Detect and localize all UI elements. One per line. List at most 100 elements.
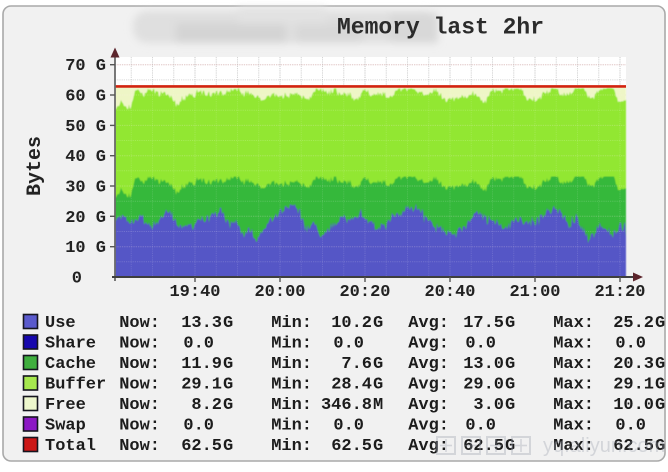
- svg-text:G: G: [223, 437, 233, 456]
- svg-text:M: M: [373, 396, 383, 415]
- svg-text:Now:: Now:: [119, 396, 160, 415]
- svg-text:0.0: 0.0: [615, 417, 646, 436]
- svg-text:G: G: [223, 355, 233, 374]
- svg-text:62.5: 62.5: [331, 437, 372, 456]
- svg-text:10 G: 10 G: [65, 239, 106, 258]
- svg-text:G: G: [223, 376, 233, 395]
- svg-text:Avg:: Avg:: [408, 437, 449, 456]
- svg-text:28.4: 28.4: [331, 376, 372, 395]
- svg-text:0.0: 0.0: [465, 417, 496, 436]
- svg-text:62.5: 62.5: [463, 437, 504, 456]
- svg-text:Max:: Max:: [553, 335, 594, 354]
- svg-text:Avg:: Avg:: [408, 376, 449, 395]
- svg-text:20.3: 20.3: [613, 355, 654, 374]
- svg-text:8.2: 8.2: [191, 396, 222, 415]
- svg-text:Bytes: Bytes: [24, 136, 47, 196]
- svg-text:40 G: 40 G: [65, 148, 106, 167]
- svg-text:G: G: [373, 314, 383, 333]
- svg-text:Min:: Min:: [271, 437, 312, 456]
- svg-text:G: G: [655, 355, 665, 374]
- svg-text:Now:: Now:: [119, 314, 160, 333]
- svg-text:20 G: 20 G: [65, 209, 106, 228]
- svg-text:7.6: 7.6: [341, 355, 372, 374]
- svg-text:13.0: 13.0: [463, 355, 504, 374]
- svg-text:0.0: 0.0: [183, 335, 214, 354]
- svg-text:G: G: [505, 355, 515, 374]
- svg-text:G: G: [505, 437, 515, 456]
- svg-text:G: G: [373, 376, 383, 395]
- svg-text:G: G: [505, 314, 515, 333]
- svg-text:Min:: Min:: [271, 335, 312, 354]
- svg-text:11.9: 11.9: [181, 355, 222, 374]
- svg-text:G: G: [655, 437, 665, 456]
- svg-text:20:00: 20:00: [254, 283, 305, 302]
- svg-text:G: G: [655, 314, 665, 333]
- svg-text:Min:: Min:: [271, 396, 312, 415]
- svg-text:10.2: 10.2: [331, 314, 372, 333]
- svg-text:17.5: 17.5: [463, 314, 504, 333]
- svg-text:20:20: 20:20: [339, 283, 390, 302]
- svg-text:25.2: 25.2: [613, 314, 654, 333]
- svg-text:Avg:: Avg:: [408, 355, 449, 374]
- svg-text:Swap: Swap: [45, 417, 86, 436]
- svg-text:Now:: Now:: [119, 335, 160, 354]
- svg-text:G: G: [505, 396, 515, 415]
- svg-text:29.1: 29.1: [181, 376, 222, 395]
- svg-text:Now:: Now:: [119, 376, 160, 395]
- svg-text:70 G: 70 G: [65, 57, 106, 76]
- svg-text:Min:: Min:: [271, 355, 312, 374]
- svg-text:10.0: 10.0: [613, 396, 654, 415]
- svg-text:Max:: Max:: [553, 355, 594, 374]
- svg-text:G: G: [373, 437, 383, 456]
- svg-text:346.8: 346.8: [321, 396, 372, 415]
- svg-text:Max:: Max:: [553, 437, 594, 456]
- svg-text:Buffer: Buffer: [45, 376, 106, 395]
- svg-text:Cache: Cache: [45, 355, 96, 374]
- svg-text:50 G: 50 G: [65, 118, 106, 137]
- svg-text:Max:: Max:: [553, 376, 594, 395]
- svg-text:G: G: [655, 396, 665, 415]
- svg-text:Memory last 2hr: Memory last 2hr: [337, 15, 544, 41]
- svg-text:Free: Free: [45, 396, 86, 415]
- svg-text:21:00: 21:00: [509, 283, 560, 302]
- svg-text:62.5: 62.5: [181, 437, 222, 456]
- svg-text:yq.aliyun.com: yq.aliyun.com: [543, 435, 665, 457]
- svg-text:13.3: 13.3: [181, 314, 222, 333]
- svg-text:G: G: [505, 376, 515, 395]
- svg-text:Total: Total: [45, 437, 96, 456]
- svg-text:G: G: [223, 314, 233, 333]
- svg-text:Min:: Min:: [271, 376, 312, 395]
- svg-text:29.0: 29.0: [463, 376, 504, 395]
- svg-text:Share: Share: [45, 335, 96, 354]
- svg-text:Min:: Min:: [271, 314, 312, 333]
- svg-text:Use: Use: [45, 314, 76, 333]
- svg-text:G: G: [223, 396, 233, 415]
- svg-text:0.0: 0.0: [183, 417, 214, 436]
- svg-text:0.0: 0.0: [333, 417, 364, 436]
- svg-text:G: G: [655, 376, 665, 395]
- svg-text:0.0: 0.0: [615, 335, 646, 354]
- svg-text:Avg:: Avg:: [408, 417, 449, 436]
- svg-text:3.0: 3.0: [473, 396, 504, 415]
- svg-text:Now:: Now:: [119, 417, 160, 436]
- svg-text:Avg:: Avg:: [408, 396, 449, 415]
- svg-text:Min:: Min:: [271, 417, 312, 436]
- svg-text:Now:: Now:: [119, 437, 160, 456]
- svg-text:19:40: 19:40: [169, 283, 220, 302]
- svg-text:Max:: Max:: [553, 396, 594, 415]
- svg-text:Avg:: Avg:: [408, 335, 449, 354]
- svg-text:Max:: Max:: [553, 314, 594, 333]
- svg-text:0.0: 0.0: [333, 335, 364, 354]
- svg-text:30 G: 30 G: [65, 179, 106, 198]
- svg-text:Max:: Max:: [553, 417, 594, 436]
- svg-text:62.5: 62.5: [613, 437, 654, 456]
- svg-text:0: 0: [72, 270, 82, 289]
- svg-text:0.0: 0.0: [465, 335, 496, 354]
- svg-text:60 G: 60 G: [65, 88, 106, 107]
- svg-text:20:40: 20:40: [424, 283, 475, 302]
- svg-text:Avg:: Avg:: [408, 314, 449, 333]
- svg-text:G: G: [373, 355, 383, 374]
- svg-text:Now:: Now:: [119, 355, 160, 374]
- svg-text:21:20: 21:20: [594, 283, 645, 302]
- svg-text:29.1: 29.1: [613, 376, 654, 395]
